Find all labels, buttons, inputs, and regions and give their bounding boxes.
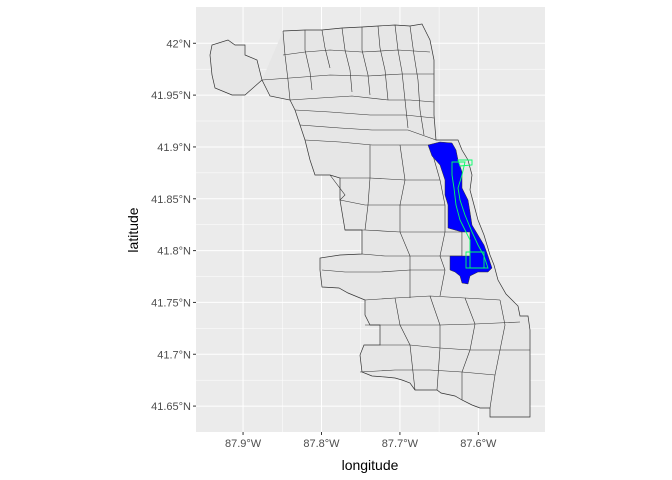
y-tick-label: 41.8°N [157,246,191,258]
y-axis-title: latitude [125,207,141,252]
highlight-outline [465,251,485,269]
y-tick-label: 42°N [166,38,191,50]
y-tick-label: 41.85°N [151,194,191,206]
area-borders [261,24,530,409]
y-tick-label: 41.9°N [157,142,191,154]
x-axis-title: longitude [342,457,399,473]
x-tick-label: 87.8°W [303,438,340,450]
highlight-outline [457,159,473,167]
y-tick-label: 41.95°N [151,90,191,102]
x-axis-ticks: 87.9°W 87.8°W 87.7°W 87.6°W [225,432,497,450]
x-tick-label: 87.7°W [382,438,419,450]
y-tick-label: 41.75°N [151,297,191,309]
x-tick-label: 87.9°W [225,438,262,450]
x-tick-label: 87.6°W [460,438,497,450]
y-tick-label: 41.7°N [157,349,191,361]
highlighted-areas [427,141,493,285]
community-areas [209,23,531,418]
highlight-region [427,141,493,285]
city-outline [209,23,531,418]
y-tick-label: 41.65°N [151,401,191,413]
y-axis-ticks: 42°N 41.95°N 41.9°N 41.85°N 41.8°N 41.75°N 41.… [151,38,196,413]
